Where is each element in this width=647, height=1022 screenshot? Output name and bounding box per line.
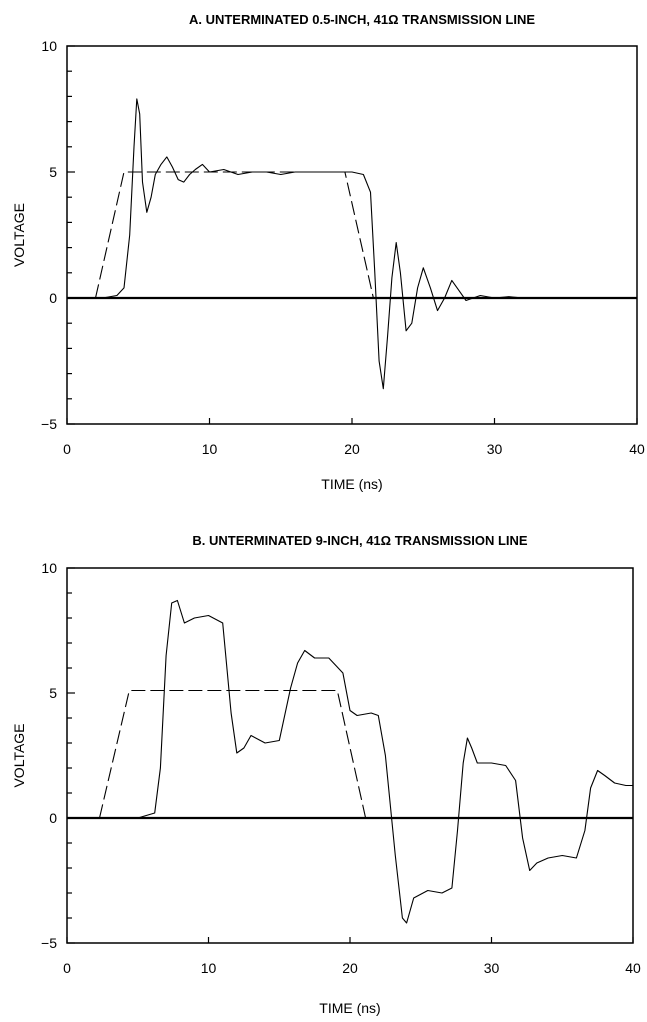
chart-b-input-waveform	[98, 689, 633, 819]
chart-b-x-tick-label: 40	[625, 960, 641, 976]
chart-a-x-tick-label: 20	[344, 441, 360, 457]
chart-b-y-tick-label: 5	[49, 685, 57, 701]
chart-b-x-tick-label: 10	[201, 960, 217, 976]
chart-a-x-tick-label: 30	[487, 441, 503, 457]
chart-b-y-tick-label: −5	[41, 935, 57, 951]
chart-b-x-axis-label: TIME (ns)	[319, 1000, 380, 1016]
chart-b-y-tick-label: 10	[41, 560, 57, 576]
chart-b-plot-frame	[66, 567, 634, 944]
chart-a-x-tick-label: 0	[63, 441, 71, 457]
chart-b-y-axis-label: VOLTAGE	[11, 723, 27, 787]
chart-a-title: A. UNTERMINATED 0.5-INCH, 41Ω TRANSMISSI…	[189, 12, 535, 27]
chart-b-title: B. UNTERMINATED 9-INCH, 41Ω TRANSMISSION…	[192, 533, 528, 548]
chart-a-y-axis-label: VOLTAGE	[11, 203, 27, 267]
chart-a-y-tick-label: 0	[49, 290, 57, 306]
chart-b: B. UNTERMINATED 9-INCH, 41Ω TRANSMISSION…	[11, 533, 641, 1016]
chart-a-plot-frame	[66, 45, 638, 425]
chart-a-output-waveform	[67, 98, 637, 390]
chart-b-y-tick-label: 0	[49, 810, 57, 826]
chart-a: A. UNTERMINATED 0.5-INCH, 41Ω TRANSMISSI…	[11, 12, 645, 492]
chart-b-x-tick-label: 0	[63, 960, 71, 976]
chart-a-y-tick-label: 5	[49, 164, 57, 180]
chart-a-x-axis-label: TIME (ns)	[321, 476, 382, 492]
chart-b-x-tick-label: 30	[484, 960, 500, 976]
chart-a-x-tick-label: 40	[629, 441, 645, 457]
chart-a-x-tick-label: 10	[202, 441, 218, 457]
chart-b-x-tick-label: 20	[342, 960, 358, 976]
chart-a-input-waveform	[94, 171, 637, 299]
chart-a-y-tick-label: 10	[41, 38, 57, 54]
chart-b-output-waveform	[67, 599, 633, 924]
chart-a-y-tick-label: −5	[41, 416, 57, 432]
